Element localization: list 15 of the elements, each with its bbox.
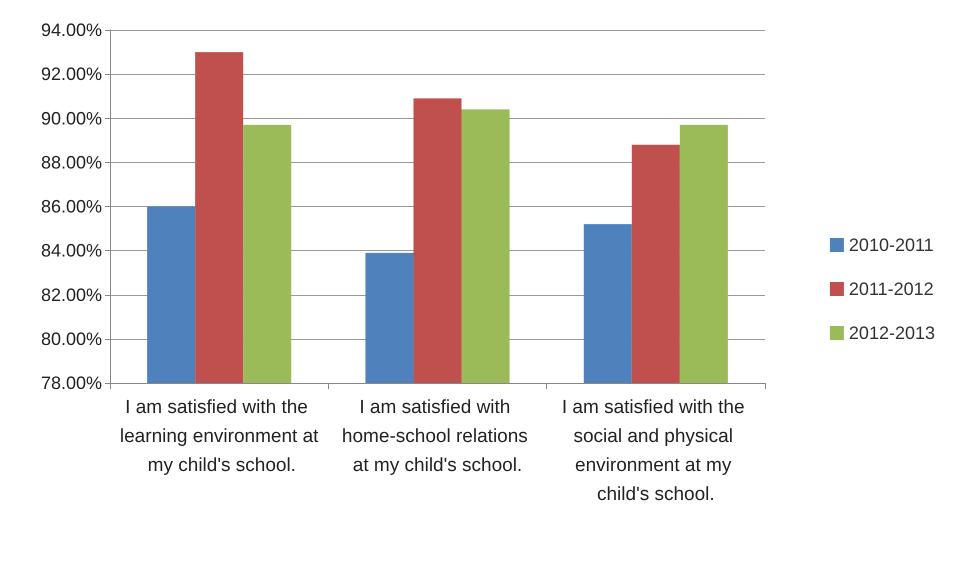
y-tick-label: 78.00% xyxy=(40,373,102,393)
y-tick-label: 84.00% xyxy=(40,240,102,261)
y-tick-label: 94.00% xyxy=(40,20,102,40)
x-tick-label: I am satisfied with the learning environment at my child's school. xyxy=(120,397,320,476)
y-tick-label: 92.00% xyxy=(40,64,102,84)
y-tick-label: 90.00% xyxy=(40,108,102,128)
y-tick-label: 82.00% xyxy=(40,284,102,305)
y-tick-label: 88.00% xyxy=(40,152,102,172)
legend-label: 2010-2011 xyxy=(848,235,934,255)
legend-label: 2011-2012 xyxy=(848,279,934,299)
legend-label: 2012-2013 xyxy=(848,323,936,343)
x-tick-label: I am satisfied with home-school relations at my child's school. xyxy=(342,397,534,476)
y-tick-label: 86.00% xyxy=(40,196,102,216)
y-tick-label: 80.00% xyxy=(40,328,102,349)
x-tick-label: I am satisfied with the social and physical environment at my child's school. xyxy=(562,397,750,505)
